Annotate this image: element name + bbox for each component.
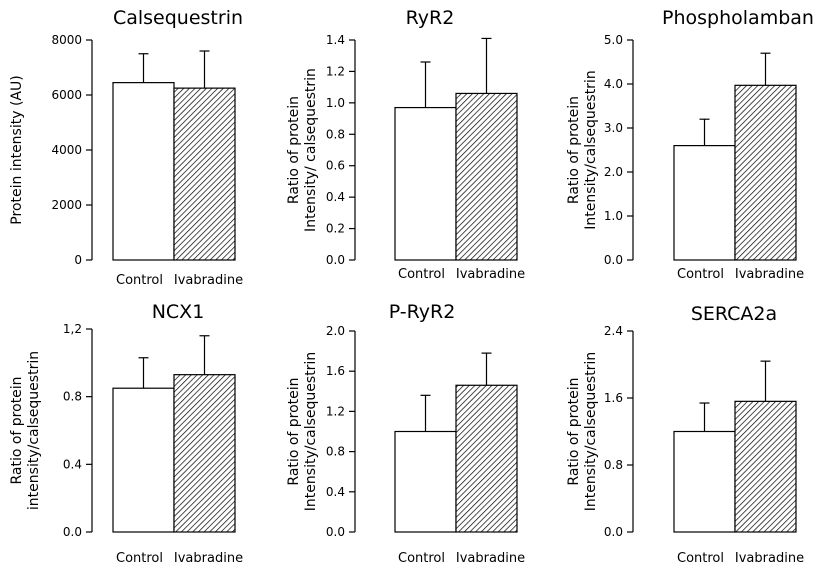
y-tick-label: 2000: [51, 198, 82, 212]
y-tick-label: 1.6: [326, 364, 345, 378]
y-axis-label: Ratio of protein: [566, 377, 582, 485]
y-axis-label: Ratio of protein: [286, 377, 302, 485]
category-label: Control: [116, 273, 163, 288]
chart-title: P-RyR2: [389, 301, 456, 323]
category-label: Control: [116, 551, 163, 566]
category-label: Control: [398, 267, 445, 282]
category-label: Control: [398, 551, 445, 566]
y-tick-label: 4.0: [604, 77, 623, 91]
y-tick-label: 0.0: [326, 525, 345, 539]
bar-ivabradine: [455, 92, 518, 261]
y-tick-label: 0.0: [326, 253, 345, 267]
y-tick-label: 1.6: [604, 391, 623, 405]
y-axis-label: Ratio of protein: [9, 376, 25, 484]
bar-control: [394, 106, 457, 261]
y-tick-label: 0.8: [326, 445, 345, 459]
bar-control: [673, 430, 736, 533]
y-tick-label: 1.4: [326, 33, 345, 47]
bar-ivabradine: [734, 84, 797, 261]
bar-ivabradine: [173, 374, 236, 533]
y-tick-label: 1.2: [326, 64, 345, 78]
category-label: Control: [677, 551, 724, 566]
y-axis-label: Intensity/ calsequestrin: [303, 68, 319, 232]
y-axis-label: Intensity/calsequestrin: [583, 70, 599, 229]
chart-panel-1: Calsequestrin 0 2000 4000 6000 8000 Protein in…: [9, 7, 243, 288]
chart-title: SERCA2a: [691, 303, 777, 325]
y-tick-label: 0.0: [604, 525, 623, 539]
y-axis-label: Intensity/calsequestrin: [583, 352, 599, 511]
bar-ivabradine: [173, 87, 236, 261]
y-axis-label: Intensity/calsequestrin: [303, 352, 319, 511]
chart-panel-5: P-RyR2 0.0 0.4 0.8 1.2 1.6 2.0 Ratio of protein…: [286, 301, 525, 566]
y-axis-label: Ratio of protein: [566, 96, 582, 204]
y-tick-label: 0.0: [63, 525, 82, 539]
y-tick-label: 0.2: [326, 222, 345, 236]
bar-ivabradine: [734, 400, 797, 533]
bar-control: [394, 430, 457, 533]
y-tick-label: 1.2: [326, 404, 345, 418]
chart-title: RyR2: [406, 7, 455, 29]
y-tick-label: 1,2: [63, 322, 82, 336]
y-axis-label: intensity/calsequestrin: [26, 351, 42, 510]
category-label: Ivabradine: [456, 267, 525, 282]
y-tick-label: 2.0: [326, 324, 345, 338]
category-label: Ivabradine: [174, 551, 243, 566]
chart-title: Phospholamban: [662, 7, 814, 29]
y-tick-label: 0: [74, 253, 82, 267]
y-tick-label: 0.6: [326, 159, 345, 173]
category-label: Ivabradine: [456, 551, 525, 566]
chart-title: NCX1: [152, 301, 205, 323]
y-tick-label: 2.4: [604, 324, 623, 338]
category-label: Control: [677, 267, 724, 282]
y-tick-label: 0.8: [326, 127, 345, 141]
y-tick-label: 2.0: [604, 165, 623, 179]
chart-panel-4: NCX1 0.0 0.4 0.8 1,2 Ratio of protein intensit…: [9, 301, 243, 566]
y-tick-label: 0.4: [326, 190, 345, 204]
chart-title: Calsequestrin: [113, 7, 243, 29]
bar-control: [112, 387, 175, 533]
bar-control: [673, 145, 736, 261]
chart-panel-2: RyR2 0.0 0.2 0.4 0.6 0.8 1.0 1.2 1.4 Ratio of pro…: [286, 7, 525, 282]
category-label: Ivabradine: [735, 551, 804, 566]
chart-panel-3: Phospholamban 0.0 1.0 2.0 3.0 4.0 5.0 Ratio of …: [566, 7, 814, 282]
y-tick-label: 0.0: [604, 253, 623, 267]
category-label: Ivabradine: [174, 273, 243, 288]
y-tick-label: 5.0: [604, 33, 623, 47]
bar-ivabradine: [455, 384, 518, 533]
category-label: Ivabradine: [735, 267, 804, 282]
y-tick-label: 0.8: [63, 390, 82, 404]
y-tick-label: 8000: [51, 33, 82, 47]
y-tick-label: 3.0: [604, 121, 623, 135]
y-tick-label: 6000: [51, 88, 82, 102]
y-tick-label: 1.0: [604, 209, 623, 223]
y-tick-label: 0.4: [63, 457, 82, 471]
y-tick-label: 0.8: [604, 458, 623, 472]
y-tick-label: 0.4: [326, 485, 345, 499]
y-axis-label: Protein intensity (AU): [9, 75, 25, 224]
y-axis-label: Ratio of protein: [286, 96, 302, 204]
bar-control: [112, 82, 175, 261]
y-tick-label: 1.0: [326, 96, 345, 110]
y-tick-label: 4000: [51, 143, 82, 157]
chart-panel-6: SERCA2a 0.0 0.8 1.6 2.4 Ratio of protein Inten…: [566, 303, 804, 566]
